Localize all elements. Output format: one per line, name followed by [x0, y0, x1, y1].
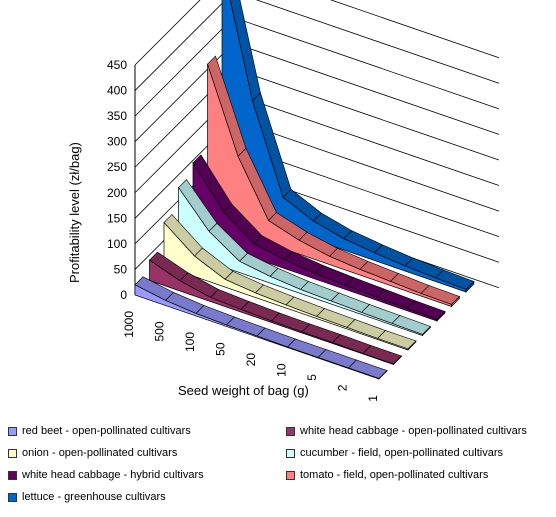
y-tick-label: 350 [107, 109, 127, 123]
x-axis-title: Seed weight of bag (g) [178, 383, 309, 398]
legend-item: white head cabbage - hybrid cultivars [8, 469, 204, 481]
x-tick-label: 1000 [122, 311, 136, 338]
area-front-face [134, 284, 380, 380]
x-tick-label: 50 [214, 342, 228, 356]
legend-label: cucumber - field, open-pollinated cultiv… [300, 447, 503, 459]
series-4 [192, 154, 446, 322]
area-end-cap [393, 355, 402, 366]
legend-swatch [8, 470, 17, 480]
series-1 [149, 251, 403, 366]
gridline [134, 17, 500, 117]
area-top-segment [317, 349, 358, 369]
gridline [134, 0, 500, 91]
y-tick-label: 300 [107, 135, 127, 149]
legend-swatch [286, 448, 295, 458]
y-tick-label: 150 [107, 211, 127, 225]
legend-label: white head cabbage - hybrid cultivars [22, 469, 204, 481]
area-top-segment [347, 359, 388, 379]
y-tick-label: 200 [107, 186, 127, 200]
area-front-face [207, 63, 452, 307]
chart: 0 50 100 150 200 250 300 350 400 450 1000 500 100 50 2… [67, 0, 500, 402]
y-tick-label: 250 [107, 160, 127, 174]
legend-swatch [8, 426, 17, 436]
area-front-face [178, 186, 423, 336]
area-front-face [149, 259, 394, 365]
series-2 [163, 214, 417, 351]
legend-item: tomato - field, open-pollinated cultivar… [286, 469, 488, 481]
series-0 [134, 276, 388, 380]
legend-swatch [286, 470, 295, 480]
legend-label: red beet - open-pollinated cultivars [22, 425, 191, 437]
area-end-cap [436, 310, 446, 322]
area-top-segment [362, 345, 403, 365]
legend-swatch [8, 492, 17, 502]
chart-ticks: 0 50 100 150 200 250 300 350 400 450 1000 500 100 50 2… [107, 58, 380, 402]
area-end-cap [407, 340, 417, 351]
legend-label: tomato - field, open-pollinated cultivar… [300, 469, 489, 481]
gridline [134, 93, 500, 194]
legend-item: cucumber - field, open-pollinated cultiv… [286, 447, 503, 459]
legend-swatch [286, 426, 295, 436]
series-5 [207, 55, 461, 308]
legend-item: white head cabbage - open-pollinated cul… [286, 425, 527, 437]
y-tick-label: 0 [120, 288, 127, 302]
chart-areas [134, 0, 475, 380]
y-tick-label: 450 [107, 58, 127, 72]
area-top-segment [256, 327, 297, 348]
area-end-cap [465, 280, 475, 293]
area-front-face [163, 221, 409, 351]
area-end-cap [422, 325, 431, 337]
area-end-cap [451, 295, 460, 308]
area-top-segment [286, 338, 327, 358]
legend: red beet - open-pollinated cultivars whit… [0, 418, 556, 517]
x-tick-label: 500 [153, 321, 167, 341]
y-tick-label: 50 [114, 262, 128, 276]
legend-item: onion - open-pollinated cultivars [8, 447, 177, 459]
gridline [134, 0, 500, 66]
gridline [134, 42, 500, 142]
y-axis-title: Profitability level (zł/bag) [67, 142, 82, 283]
legend-item: lettuce - greenhouse cultivars [8, 491, 166, 503]
legend-swatch [8, 448, 17, 458]
x-tick-label: 1 [366, 395, 380, 402]
area-top-segment [331, 334, 372, 354]
x-tick-label: 100 [183, 332, 197, 352]
legend-item: red beet - open-pollinated cultivars [8, 425, 191, 437]
legend-label: white head cabbage - open-pollinated cul… [300, 425, 527, 437]
x-tick-label: 2 [336, 384, 350, 391]
series-3 [178, 179, 432, 337]
legend-label: lettuce - greenhouse cultivars [22, 491, 166, 503]
y-tick-label: 100 [107, 237, 127, 251]
y-tick-label: 400 [107, 84, 127, 98]
legend-label: onion - open-pollinated cultivars [22, 447, 178, 459]
area-end-cap [378, 369, 388, 380]
x-tick-label: 5 [305, 374, 319, 381]
x-tick-label: 20 [244, 353, 258, 367]
area-front-face [192, 161, 438, 322]
gridline [134, 68, 500, 168]
x-tick-label: 10 [275, 363, 289, 377]
